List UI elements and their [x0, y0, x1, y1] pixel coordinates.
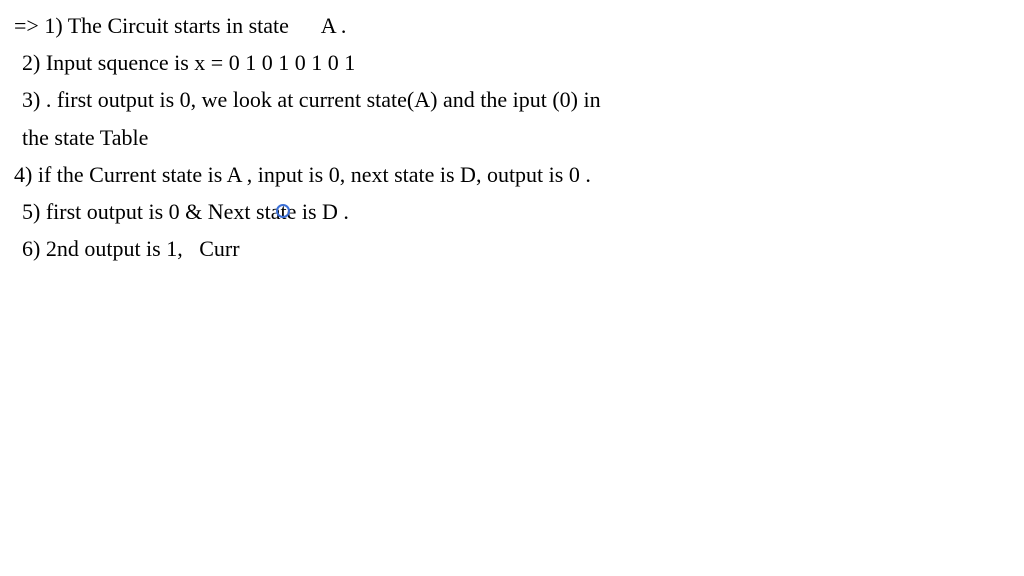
- handwritten-note-area: => 1) The Circuit starts in state A . 2)…: [0, 0, 1024, 276]
- note-line-7: 6) 2nd output is 1, Curr: [14, 231, 1010, 266]
- note-line-3: 3) . first output is 0, we look at curre…: [14, 82, 1010, 117]
- note-line-1: => 1) The Circuit starts in state A .: [14, 8, 1010, 43]
- note-line-5: 4) if the Current state is A , input is …: [14, 157, 1010, 192]
- note-line-2: 2) Input squence is x = 0 1 0 1 0 1 0 1: [14, 45, 1010, 80]
- note-line-4: the state Table: [14, 120, 1010, 155]
- note-line-6: 5) first output is 0 & Next state is D .: [14, 194, 1010, 229]
